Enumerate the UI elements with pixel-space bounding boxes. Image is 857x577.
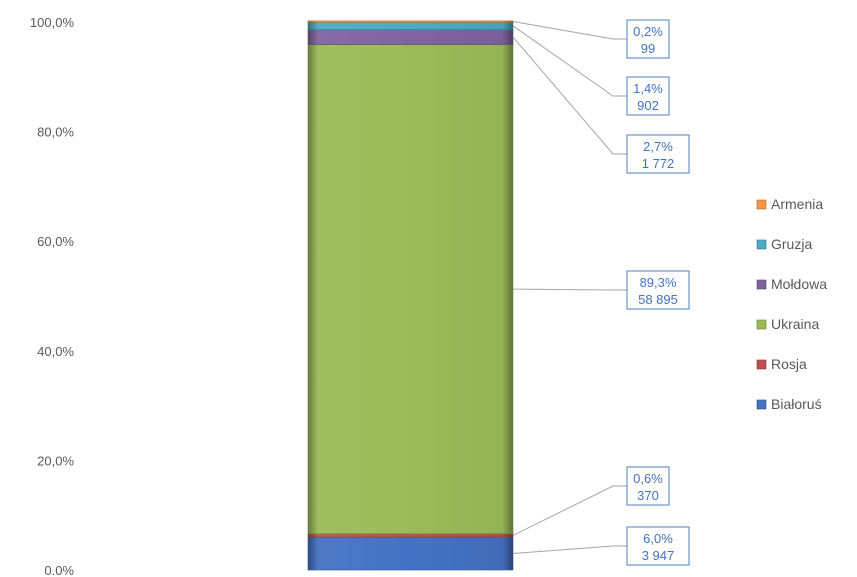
data-label-value: 370 [637,488,659,503]
data-label-value: 1 772 [642,156,675,171]
legend-swatch [756,319,767,330]
data-label-percent: 1,4% [633,81,663,96]
data-label-value: 902 [637,98,659,113]
data-label-percent: 6,0% [643,531,673,546]
legend-label: Ukraina [771,316,819,332]
leader-line [512,20,627,40]
legend-label: Rosja [771,356,807,372]
legend-swatch [756,239,767,250]
y-tick-label: 0.0% [44,563,74,577]
data-label-percent: 0,6% [633,471,663,486]
leader-line [512,485,627,536]
legend-swatch [756,399,767,410]
leader-line [512,25,627,97]
data-labels: 6,0% 3 947 0,6% 370 89,3% 58 895 2,7% 1 772 1,4%… [626,19,690,566]
legend-label: Armenia [771,196,823,212]
data-label-box [626,134,690,174]
data-label-box [626,270,690,310]
bar-segment-mo-dowa [307,29,514,45]
y-tick-label: 60,0% [37,234,74,249]
y-tick-label: 80,0% [37,125,74,140]
legend-swatch [756,199,767,210]
data-label-box [626,76,670,116]
y-tick-label: 40,0% [37,344,74,359]
leader-line [512,545,627,555]
leader-lines [512,20,627,555]
data-label-percent: 2,7% [643,139,673,154]
data-label-percent: 0,2% [633,24,663,39]
legend-label: Mołdowa [771,276,827,292]
y-tick-label: 100,0% [30,15,75,30]
y-tick-label: 20,0% [37,453,74,468]
data-label-percent: 89,3% [640,275,677,290]
data-label-box [626,19,670,59]
leader-line [512,288,627,291]
legend: Armenia Gruzja Mołdowa Ukraina Rosja Białoruś [756,196,827,412]
legend-label: Białoruś [771,396,822,412]
data-label-box [626,526,690,566]
bar-segment-ukraina [307,44,514,535]
y-axis: 0.0% 20,0% 40,0% 60,0% 80,0% 100,0% [30,15,75,577]
bar-segment-rosja [307,533,514,538]
legend-swatch [756,279,767,290]
legend-swatch [756,359,767,370]
leader-line [512,36,627,155]
bar-segment-armenia [307,20,514,23]
data-label-value: 3 947 [642,548,675,563]
bar-segment-gruzja [307,21,514,30]
legend-label: Gruzja [771,236,812,252]
data-label-value: 99 [641,41,655,56]
data-label-value: 58 895 [638,292,678,307]
bar-segment-bia-oru- [307,536,514,571]
bar-stack [307,20,514,571]
data-label-box [626,466,670,506]
